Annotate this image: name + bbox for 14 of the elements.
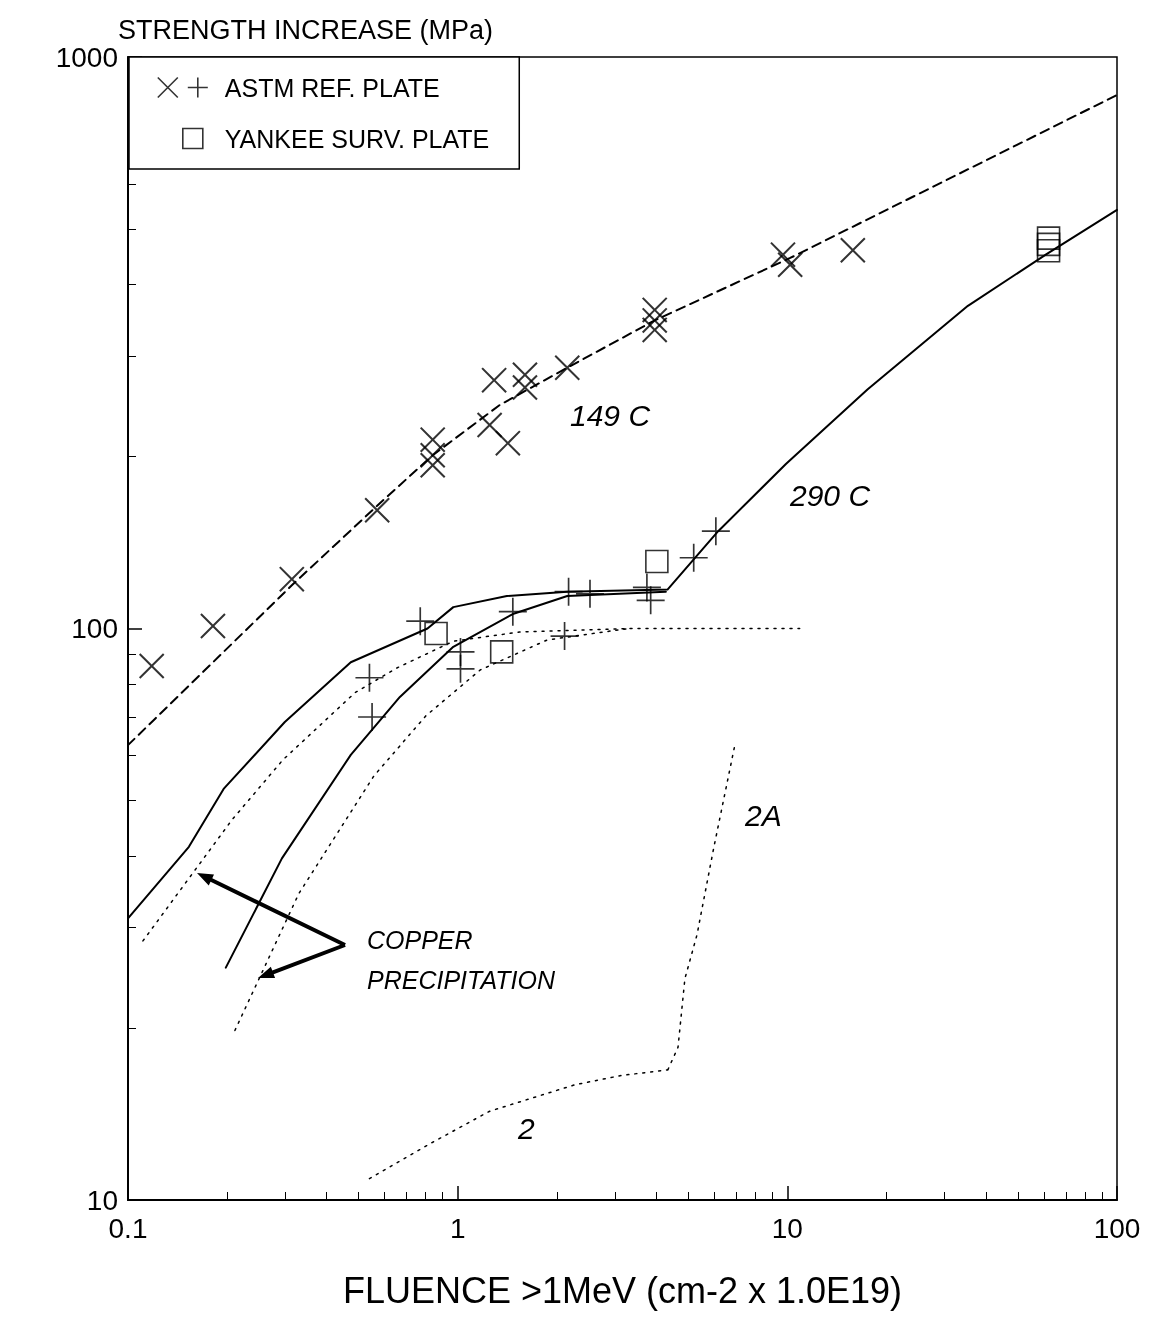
annotation: 290 C — [789, 478, 871, 512]
y-tick-label: 100 — [71, 613, 118, 644]
x-tick-label: 1 — [449, 1212, 466, 1244]
y-axis-title: STRENGTH INCREASE (MPa) — [118, 14, 494, 45]
annotation: COPPER PRECIPITATION — [367, 926, 556, 994]
annotation: 149 C — [570, 398, 651, 432]
x-tick-label: 10 — [771, 1212, 803, 1244]
y-tick-label: 1000 — [55, 41, 118, 73]
legend-label: YANKEE SURV. PLATE — [224, 124, 490, 153]
x-tick-label: 100 — [1093, 1212, 1141, 1244]
annotation: 2 — [517, 1111, 535, 1145]
annotation: 2A — [744, 798, 782, 832]
x-axis-title: FLUENCE >1MeV (cm-2 x 1.0E19) — [342, 1269, 903, 1311]
legend-label: ASTM REF. PLATE — [224, 73, 440, 102]
